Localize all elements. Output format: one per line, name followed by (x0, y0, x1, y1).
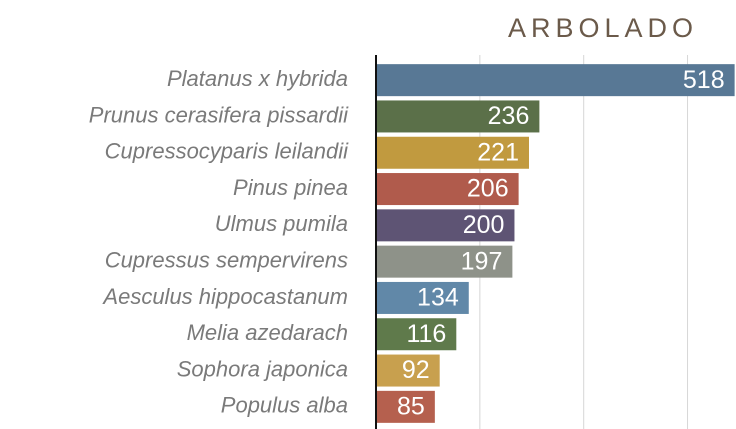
bar (376, 136, 529, 169)
value-label: 116 (406, 320, 446, 348)
bar (376, 281, 469, 314)
category-label: Ulmus pumila (215, 211, 348, 236)
bar (376, 100, 540, 133)
value-label: 518 (683, 66, 725, 94)
category-label: Populus alba (221, 393, 348, 418)
category-label: Cupressocyparis leilandii (105, 139, 349, 164)
bar (376, 318, 457, 351)
bar (376, 354, 440, 387)
value-label: 206 (467, 175, 509, 203)
bar (376, 173, 519, 206)
category-label: Pinus pinea (233, 175, 348, 200)
value-label: 197 (461, 247, 503, 275)
value-label: 236 (488, 102, 530, 130)
category-label: Sophora japonica (177, 356, 348, 381)
category-label: Prunus cerasifera pissardii (89, 102, 349, 127)
category-label: Aesculus hippocastanum (101, 284, 348, 309)
value-label: 134 (417, 284, 459, 312)
category-label: Melia azedarach (187, 320, 348, 345)
category-label: Platanus x hybrida (167, 66, 348, 91)
bar (376, 64, 735, 97)
bar (376, 245, 513, 278)
category-label: Cupressus sempervirens (105, 247, 348, 272)
value-label: 200 (463, 211, 505, 239)
value-label: 221 (477, 138, 519, 166)
bar (376, 209, 515, 242)
chart-title: ARBOLADO (508, 13, 698, 43)
value-label: 92 (402, 356, 430, 384)
bar (376, 390, 435, 423)
value-label: 85 (397, 392, 425, 420)
